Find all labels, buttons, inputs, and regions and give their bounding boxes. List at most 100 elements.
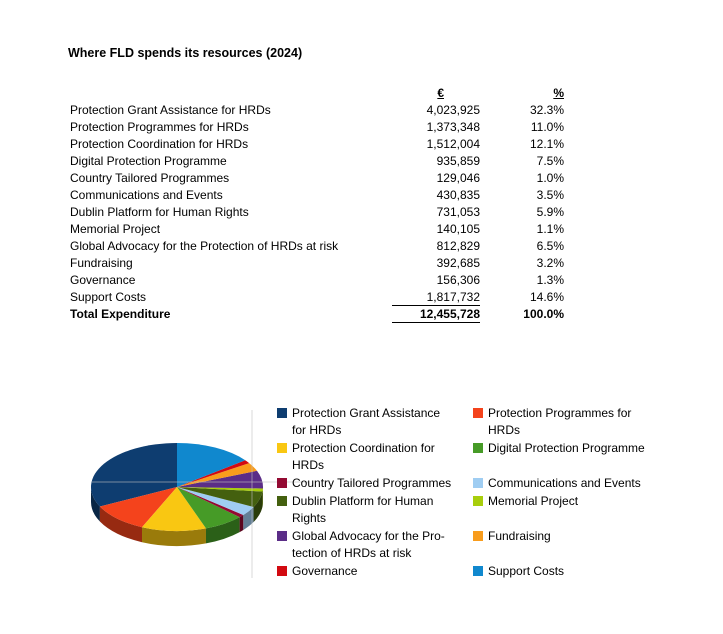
legend-swatch-icon bbox=[473, 408, 483, 418]
table-row: Fundraising 392,685 3.2% bbox=[70, 255, 564, 272]
expenditure-table: € % Protection Grant Assistance for HRDs… bbox=[70, 85, 564, 323]
legend-item: Global Advocacy for the Pro- tection of … bbox=[277, 528, 473, 562]
pie-slice-side bbox=[91, 487, 100, 522]
legend-item: Dublin Platform for Human Rights bbox=[277, 493, 473, 527]
table-row: Memorial Project 140,105 1.1% bbox=[70, 221, 564, 238]
total-euro-value: 12,455,728 bbox=[390, 306, 480, 323]
table-row: Protection Grant Assistance for HRDs 4,02… bbox=[70, 102, 564, 119]
row-euro-value: 1,373,348 bbox=[426, 120, 480, 134]
legend-swatch-icon bbox=[277, 496, 287, 506]
pie-slice bbox=[142, 487, 206, 532]
page-title: Where FLD spends its resources (2024) bbox=[68, 46, 303, 60]
legend-swatch-icon bbox=[277, 531, 287, 541]
pie-slice-side bbox=[253, 491, 263, 523]
pie-slice bbox=[177, 443, 246, 487]
row-euro-value: 1,817,732 bbox=[390, 289, 480, 306]
row-percent-value: 5.9% bbox=[536, 205, 564, 219]
chart-legend: Protection Grant Assistance for HRDs Prot… bbox=[277, 405, 677, 580]
row-label: Dublin Platform for Human Rights bbox=[70, 205, 249, 219]
legend-swatch-icon bbox=[473, 496, 483, 506]
total-percent-value: 100.0% bbox=[523, 307, 564, 321]
legend-item: Memorial Project bbox=[473, 493, 673, 510]
row-euro-value: 731,053 bbox=[436, 205, 480, 219]
row-percent-value: 32.3% bbox=[529, 103, 564, 117]
pie-slice bbox=[177, 487, 263, 492]
row-label: Communications and Events bbox=[70, 188, 223, 202]
table-row: Country Tailored Programmes 129,046 1.0% bbox=[70, 170, 564, 187]
table-header-row: € % bbox=[70, 85, 564, 102]
row-euro-value: 1,512,004 bbox=[426, 137, 480, 151]
row-percent-value: 6.5% bbox=[536, 239, 564, 253]
pie-slice bbox=[177, 460, 250, 487]
legend-label: Global Advocacy for the Pro- tection of … bbox=[292, 529, 445, 560]
row-percent-value: 14.6% bbox=[529, 290, 564, 304]
legend-item: Digital Protection Programme bbox=[473, 440, 673, 457]
legend-label: Dublin Platform for Human Rights bbox=[292, 494, 434, 525]
row-label: Memorial Project bbox=[70, 222, 161, 236]
legend-swatch-icon bbox=[277, 566, 287, 576]
table-row: Support Costs 1,817,732 14.6% bbox=[70, 289, 564, 306]
legend-label: Protection Coordination for HRDs bbox=[292, 441, 435, 472]
legend-label: Protection Programmes for HRDs bbox=[488, 406, 632, 437]
table-body: Protection Grant Assistance for HRDs 4,02… bbox=[70, 102, 564, 306]
pie-slice bbox=[177, 487, 263, 508]
row-euro-value: 140,105 bbox=[436, 222, 480, 236]
table-row: Governance 156,306 1.3% bbox=[70, 272, 564, 289]
legend-item: Protection Programmes for HRDs bbox=[473, 405, 673, 439]
table-row: Protection Coordination for HRDs 1,512,00… bbox=[70, 136, 564, 153]
row-label: Protection Coordination for HRDs bbox=[70, 137, 249, 151]
table-row: Digital Protection Programme 935,859 7.5% bbox=[70, 153, 564, 170]
legend-item: Support Costs bbox=[473, 563, 673, 580]
legend-swatch-icon bbox=[277, 408, 287, 418]
legend-label: Protection Grant Assistance for HRDs bbox=[292, 406, 441, 437]
row-percent-value: 7.5% bbox=[536, 154, 564, 168]
row-percent-value: 3.2% bbox=[536, 256, 564, 270]
legend-label: Support Costs bbox=[488, 564, 565, 578]
pie-chart-svg bbox=[90, 410, 308, 578]
pie-slice bbox=[177, 487, 254, 515]
legend-label: Fundraising bbox=[488, 529, 551, 543]
pie-slice bbox=[177, 463, 257, 487]
header-euro: € bbox=[437, 86, 444, 100]
row-label: Protection Programmes for HRDs bbox=[70, 120, 249, 134]
pie-slice-side bbox=[243, 507, 254, 530]
table-row: Communications and Events 430,835 3.5% bbox=[70, 187, 564, 204]
row-euro-value: 430,835 bbox=[436, 188, 480, 202]
total-label: Total Expenditure bbox=[70, 307, 171, 321]
header-percent: % bbox=[553, 86, 564, 100]
row-percent-value: 3.5% bbox=[536, 188, 564, 202]
pie-slice-side bbox=[99, 506, 143, 543]
pie-slice-side bbox=[239, 515, 244, 533]
legend-label: Country Tailored Programmes bbox=[292, 476, 452, 490]
row-euro-value: 4,023,925 bbox=[426, 103, 480, 117]
legend-swatch-icon bbox=[277, 443, 287, 453]
legend-swatch-icon bbox=[473, 478, 483, 488]
row-euro-value: 129,046 bbox=[436, 171, 480, 185]
row-percent-value: 12.1% bbox=[529, 137, 564, 151]
pie-slice-side bbox=[142, 527, 206, 547]
legend-label: Governance bbox=[292, 564, 358, 578]
legend-item: Communications and Events bbox=[473, 475, 673, 492]
row-label: Digital Protection Programme bbox=[70, 154, 227, 168]
row-percent-value: 1.3% bbox=[536, 273, 564, 287]
table-row: Protection Programmes for HRDs 1,373,348 1… bbox=[70, 119, 564, 136]
legend-label: Digital Protection Programme bbox=[488, 441, 645, 455]
pie-slice-side bbox=[205, 517, 240, 544]
row-label: Protection Grant Assistance for HRDs bbox=[70, 103, 271, 117]
pie-slice bbox=[177, 470, 263, 489]
pie-chart bbox=[60, 400, 330, 600]
row-euro-value: 812,829 bbox=[436, 239, 480, 253]
row-label: Support Costs bbox=[70, 290, 147, 304]
legend-swatch-icon bbox=[473, 443, 483, 453]
row-label: Country Tailored Programmes bbox=[70, 171, 230, 185]
row-euro-value: 935,859 bbox=[436, 154, 480, 168]
legend-item: Protection Grant Assistance for HRDs bbox=[277, 405, 473, 439]
table-row: Global Advocacy for the Protection of HR… bbox=[70, 238, 564, 255]
row-label: Global Advocacy for the Protection of HR… bbox=[70, 239, 339, 253]
legend-label: Memorial Project bbox=[488, 494, 579, 508]
legend-item: Fundraising bbox=[473, 528, 673, 545]
row-euro-value: 156,306 bbox=[436, 273, 480, 287]
pie-slice bbox=[177, 487, 240, 529]
legend-swatch-icon bbox=[473, 531, 483, 541]
